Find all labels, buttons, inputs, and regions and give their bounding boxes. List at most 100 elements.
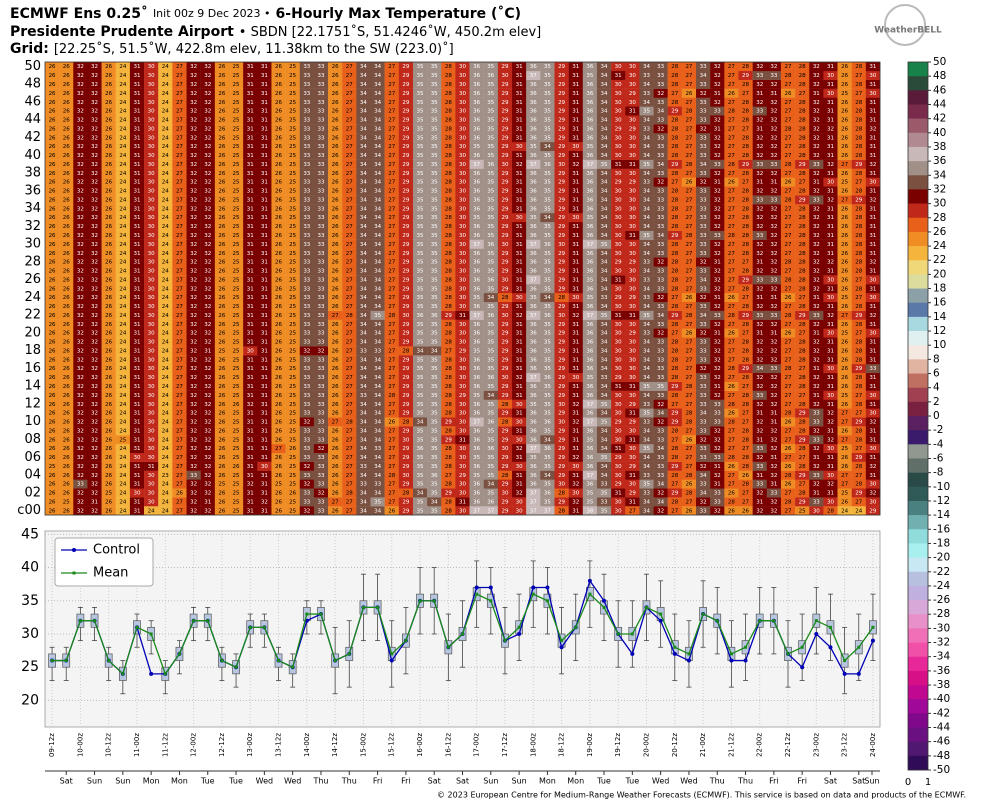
cell-label: 32	[190, 260, 197, 266]
heat-cell	[172, 417, 187, 427]
heat-cell	[228, 399, 244, 409]
cell-label: 29	[558, 331, 565, 337]
cell-label: 30	[615, 215, 622, 221]
cell-label: 34	[487, 295, 494, 301]
cell-label: 27	[671, 402, 678, 408]
cell-label: 34	[374, 428, 381, 434]
heat-cell	[172, 506, 187, 516]
heat-cell	[526, 435, 541, 445]
cell-label: 25	[289, 384, 296, 390]
cell-label: 36	[544, 242, 551, 248]
cell-label: 35	[431, 277, 438, 283]
cell-label: 24	[162, 366, 169, 372]
heat-cell	[540, 364, 555, 374]
cell-label: 29	[558, 446, 565, 452]
heat-cell	[710, 364, 725, 374]
heat-cell	[214, 497, 230, 507]
cell-label: 35	[601, 402, 608, 408]
heat-cell	[540, 435, 555, 445]
heat-cell	[455, 435, 470, 445]
cell-label: 28	[445, 357, 452, 363]
cell-label: 32	[77, 340, 84, 346]
heat-cell	[766, 443, 782, 454]
cell-label: 25	[289, 366, 296, 372]
cell-label: 26	[218, 197, 225, 203]
cell-label: 32	[827, 420, 834, 426]
cell-label: 36	[473, 437, 480, 443]
cell-label: 33	[714, 411, 721, 417]
cell-label: 26	[105, 242, 112, 248]
cell-label: 31	[133, 473, 140, 479]
cell-label: 26	[332, 446, 339, 452]
cell-label: 36	[586, 269, 593, 275]
heat-cell	[766, 381, 782, 391]
heat-cell	[469, 355, 484, 365]
cell-label: 32	[813, 340, 820, 346]
cell-label: 27	[388, 233, 395, 239]
cell-label: 33	[317, 162, 324, 168]
cell-label: 27	[799, 482, 806, 488]
cell-label: 32	[770, 357, 777, 363]
heat-cell	[384, 506, 400, 516]
cell-label: 31	[247, 499, 254, 505]
cell-label: 31	[827, 375, 834, 381]
cell-label: 29	[742, 277, 749, 283]
cell-label: 33	[813, 420, 820, 426]
cell-label: 32	[91, 491, 98, 497]
heat-cell	[611, 488, 626, 498]
cell-label: 31	[827, 428, 834, 434]
cell-label: 25	[289, 313, 296, 319]
heat-cell	[582, 372, 598, 382]
heat-cell	[851, 435, 867, 445]
cell-label: 26	[332, 304, 339, 310]
heat-cell	[271, 497, 286, 507]
cell-label: 31	[714, 180, 721, 186]
cell-label: 28	[799, 153, 806, 159]
cell-label: 27	[346, 260, 353, 266]
cell-label: 27	[742, 295, 749, 301]
cell-label: 28	[742, 269, 749, 275]
cell-label: 35	[586, 277, 593, 283]
cell-label: 34	[360, 197, 367, 203]
heat-cell	[837, 452, 852, 462]
cell-label: 29	[558, 393, 565, 399]
heat-cell	[243, 461, 258, 471]
heat-cell	[837, 364, 852, 374]
cell-label: 30	[459, 180, 466, 186]
heat-cell	[158, 506, 173, 516]
cell-label: 32	[204, 384, 211, 390]
cell-label: 32	[204, 251, 211, 257]
cell-label: 31	[261, 295, 268, 301]
cell-label: 32	[77, 384, 84, 390]
grid-info: [22.25˚S, 51.5˚W, 422.8m elev, 11.38km t…	[54, 41, 454, 57]
cell-label: 34	[360, 260, 367, 266]
cell-label: 25	[233, 411, 240, 417]
cell-label: 24	[119, 508, 126, 514]
cell-label: 27	[176, 464, 183, 470]
heat-cell	[554, 399, 569, 409]
cell-label: 27	[346, 428, 353, 434]
cell-label: 35	[643, 446, 650, 452]
heat-cell	[384, 470, 400, 480]
cell-label: 32	[572, 499, 579, 505]
heat-cell	[823, 364, 838, 374]
cell-label: 28	[671, 366, 678, 372]
cell-label: 24	[119, 482, 126, 488]
heat-cell	[144, 506, 159, 516]
heat-cell	[115, 488, 131, 498]
cell-label: 29	[445, 437, 452, 443]
heat-cell	[596, 381, 612, 391]
cell-label: 27	[742, 491, 749, 497]
cell-label: 30	[459, 251, 466, 257]
cell-label: 34	[601, 233, 608, 239]
cell-label: 27	[841, 420, 848, 426]
cell-label: 28	[855, 428, 862, 434]
cell-label: 27	[855, 331, 862, 337]
heat-cell	[271, 426, 286, 436]
heat-cell	[823, 426, 838, 436]
cell-label: 26	[275, 251, 282, 257]
heat-cell	[865, 426, 881, 436]
cell-label: 34	[544, 473, 551, 479]
cell-label: 30	[615, 331, 622, 337]
cell-label: 29	[799, 437, 806, 443]
